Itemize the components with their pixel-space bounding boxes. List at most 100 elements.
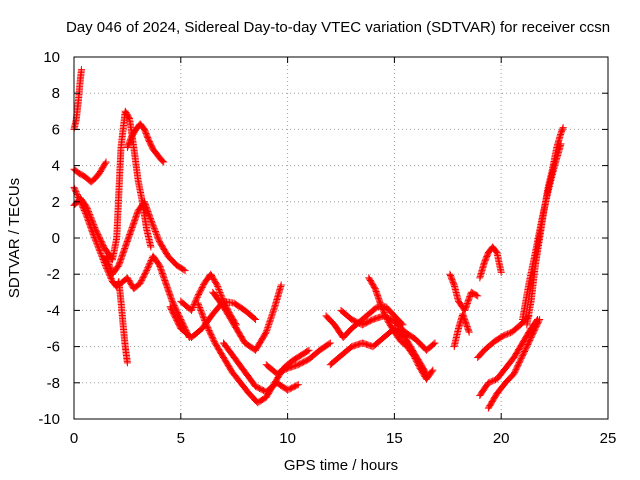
data-point-marker xyxy=(267,313,275,321)
data-point-marker xyxy=(486,378,494,386)
data-point-marker xyxy=(535,317,543,325)
data-point-marker xyxy=(97,251,105,259)
data-points xyxy=(70,66,567,412)
y-tick-label: -10 xyxy=(38,411,60,428)
data-point-marker xyxy=(430,340,438,348)
data-point-marker xyxy=(198,309,206,317)
data-point-marker xyxy=(196,305,204,313)
series-arc-03 xyxy=(70,183,131,367)
y-tick-label: 0 xyxy=(52,230,60,247)
data-point-marker xyxy=(269,307,277,315)
data-point-marker xyxy=(202,319,210,327)
series-arc-23 xyxy=(484,315,544,412)
data-point-marker xyxy=(195,302,203,310)
data-point-marker xyxy=(326,339,334,347)
data-point-marker xyxy=(212,280,220,288)
data-point-marker xyxy=(97,250,105,258)
series-arc-18 xyxy=(446,270,482,314)
data-point-marker xyxy=(504,330,512,338)
series-arc-19 xyxy=(450,310,473,351)
data-point-marker xyxy=(102,158,110,166)
data-point-marker xyxy=(263,327,271,335)
data-point-marker xyxy=(465,328,473,336)
data-point-marker xyxy=(180,266,188,274)
data-point-marker xyxy=(215,286,223,294)
series-arc-08 xyxy=(166,297,260,342)
data-point-marker xyxy=(77,66,85,74)
data-point-marker xyxy=(145,261,153,269)
data-point-marker xyxy=(490,376,498,384)
chart-title: Day 046 of 2024, Sidereal Day-to-day VTE… xyxy=(66,19,610,36)
data-point-marker xyxy=(194,301,202,309)
y-tick-label: -8 xyxy=(47,375,60,392)
y-tick-label: 6 xyxy=(52,121,60,138)
data-point-marker xyxy=(89,218,97,226)
data-point-marker xyxy=(200,315,208,323)
data-point-marker xyxy=(151,226,159,234)
data-point-marker xyxy=(262,328,270,336)
x-tick-label: 15 xyxy=(386,430,403,447)
data-point-marker xyxy=(147,216,155,224)
data-point-marker xyxy=(264,322,272,330)
data-point-marker xyxy=(431,339,439,347)
y-tick-label: 10 xyxy=(43,49,60,66)
data-point-marker xyxy=(252,315,260,323)
data-point-marker xyxy=(201,318,209,326)
grid-lines xyxy=(74,57,608,419)
data-point-marker xyxy=(147,217,155,225)
data-point-marker xyxy=(159,157,167,165)
data-point-marker xyxy=(505,329,513,337)
data-point-marker xyxy=(378,303,386,311)
data-point-marker xyxy=(71,186,79,194)
series-arc-06 xyxy=(102,198,189,278)
data-point-marker xyxy=(215,287,223,295)
data-point-marker xyxy=(268,310,276,318)
data-point-marker xyxy=(193,293,201,301)
data-point-marker xyxy=(87,213,95,221)
data-point-marker xyxy=(181,267,189,275)
data-point-marker xyxy=(153,230,161,238)
data-point-marker xyxy=(188,305,196,313)
data-point-marker xyxy=(557,140,565,148)
y-tick-label: -4 xyxy=(47,302,60,319)
data-point-marker xyxy=(293,381,301,389)
data-point-marker xyxy=(536,315,544,323)
series-arc-12 xyxy=(220,339,302,396)
data-point-marker xyxy=(429,366,437,374)
series-arc-05 xyxy=(123,120,168,166)
data-point-marker xyxy=(497,268,505,276)
data-point-marker xyxy=(83,203,91,211)
data-point-marker xyxy=(96,248,104,256)
data-point-marker xyxy=(88,216,96,224)
data-point-marker xyxy=(197,306,205,314)
data-point-marker xyxy=(304,347,312,355)
data-point-marker xyxy=(487,378,495,386)
data-point-marker xyxy=(499,332,507,340)
data-point-marker xyxy=(270,306,278,314)
data-point-marker xyxy=(154,235,162,243)
data-point-marker xyxy=(153,232,161,240)
data-point-marker xyxy=(149,220,157,228)
data-point-marker xyxy=(85,209,93,217)
data-point-marker xyxy=(198,311,206,319)
data-point-marker xyxy=(160,158,168,166)
data-point-marker xyxy=(474,292,482,300)
data-point-marker xyxy=(270,304,278,312)
data-point-marker xyxy=(265,321,273,329)
data-point-marker xyxy=(217,290,225,298)
data-point-marker xyxy=(213,281,221,289)
y-tick-label: 2 xyxy=(52,194,60,211)
data-point-marker xyxy=(502,331,510,339)
data-point-marker xyxy=(101,159,109,167)
data-point-marker xyxy=(264,324,272,332)
data-point-marker xyxy=(154,233,162,241)
y-tick-label: -2 xyxy=(47,266,60,283)
data-point-marker xyxy=(90,222,98,230)
data-point-marker xyxy=(269,309,277,317)
data-point-marker xyxy=(144,264,152,272)
x-tick-label: 5 xyxy=(177,430,185,447)
data-point-marker xyxy=(94,244,102,252)
series-arc-01 xyxy=(70,66,85,133)
x-tick-label: 25 xyxy=(600,430,617,447)
